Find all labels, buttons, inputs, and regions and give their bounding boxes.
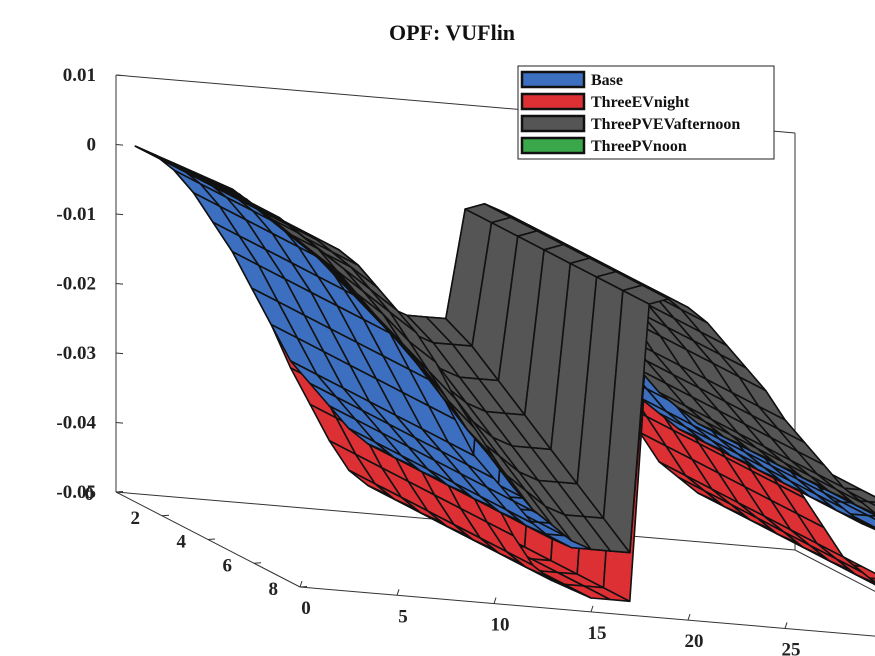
- y-tick-mark: [253, 562, 262, 564]
- x-tick-label: 10: [491, 615, 510, 636]
- z-tick-label: -0.03: [56, 343, 96, 364]
- x-tick-mark: [396, 589, 400, 596]
- y-tick-mark: [161, 514, 170, 517]
- z-tick-mark: [115, 74, 124, 77]
- axis-ticks: 0.010-0.01-0.02-0.03-0.04-0.050 5 10 15 20 25…: [56, 65, 801, 656]
- legend-swatch: [520, 70, 586, 89]
- y-tick-label: 2: [131, 508, 141, 529]
- y-tick-label: 6: [223, 555, 233, 576]
- legend: Base ThreeEVnight ThreePVEVafternoon ThreeP…: [517, 65, 775, 160]
- legend-swatch: [520, 136, 586, 155]
- x-tick-mark: [299, 580, 303, 588]
- legend-label: ThreePVEVafternoon: [591, 116, 740, 133]
- x-tick-mark: [784, 622, 788, 629]
- x-tick-label: 5: [398, 606, 408, 627]
- surface-threepvevafternoon: [134, 145, 875, 554]
- surface-patch: [841, 487, 875, 504]
- z-tick-mark: [115, 422, 124, 424]
- z-tick-label: 0.01: [63, 65, 96, 86]
- x-tick-label: 0: [301, 598, 311, 619]
- x-tick-mark: [493, 597, 497, 604]
- z-tick-label: -0.02: [56, 274, 96, 295]
- x-tick-mark: [590, 605, 594, 613]
- legend-label: Base: [591, 72, 623, 89]
- x-axis-line: [299, 586, 875, 637]
- legend-label: ThreeEVnight: [591, 94, 690, 111]
- surface-patch: [854, 573, 875, 586]
- x-tick-mark: [687, 613, 691, 621]
- surface-layers: [134, 145, 875, 603]
- y-tick-mark: [115, 491, 124, 493]
- y-tick-label: 0: [85, 484, 95, 505]
- surface-patch: [867, 500, 875, 507]
- surface-patch: [854, 518, 875, 530]
- y-tick-mark: [207, 538, 216, 540]
- legend-label: ThreePVnoon: [591, 138, 687, 155]
- z-tick-mark: [115, 213, 124, 216]
- z-tick-label: -0.04: [56, 413, 96, 434]
- x-tick-label: 25: [782, 639, 801, 656]
- x-tick-label: 20: [685, 631, 704, 652]
- z-tick-label: -0.05: [56, 482, 96, 503]
- z-tick-label: 0: [87, 135, 97, 156]
- y-tick-label: 4: [177, 532, 187, 553]
- z-tick-mark: [115, 352, 124, 355]
- z-tick-label: -0.01: [56, 204, 96, 225]
- chart-title: OPF: VUFlin: [389, 20, 515, 45]
- y-tick-label: 8: [269, 579, 279, 600]
- surface-patch: [854, 504, 875, 516]
- legend-swatch: [520, 92, 586, 111]
- y-tick-mark: [299, 586, 308, 588]
- z-tick-mark: [115, 283, 124, 285]
- x-tick-label: 15: [588, 623, 607, 644]
- z-tick-mark: [115, 144, 124, 146]
- legend-swatch: [520, 114, 586, 133]
- box-floor-right-line: [794, 549, 875, 592]
- surface-patch: [867, 514, 875, 521]
